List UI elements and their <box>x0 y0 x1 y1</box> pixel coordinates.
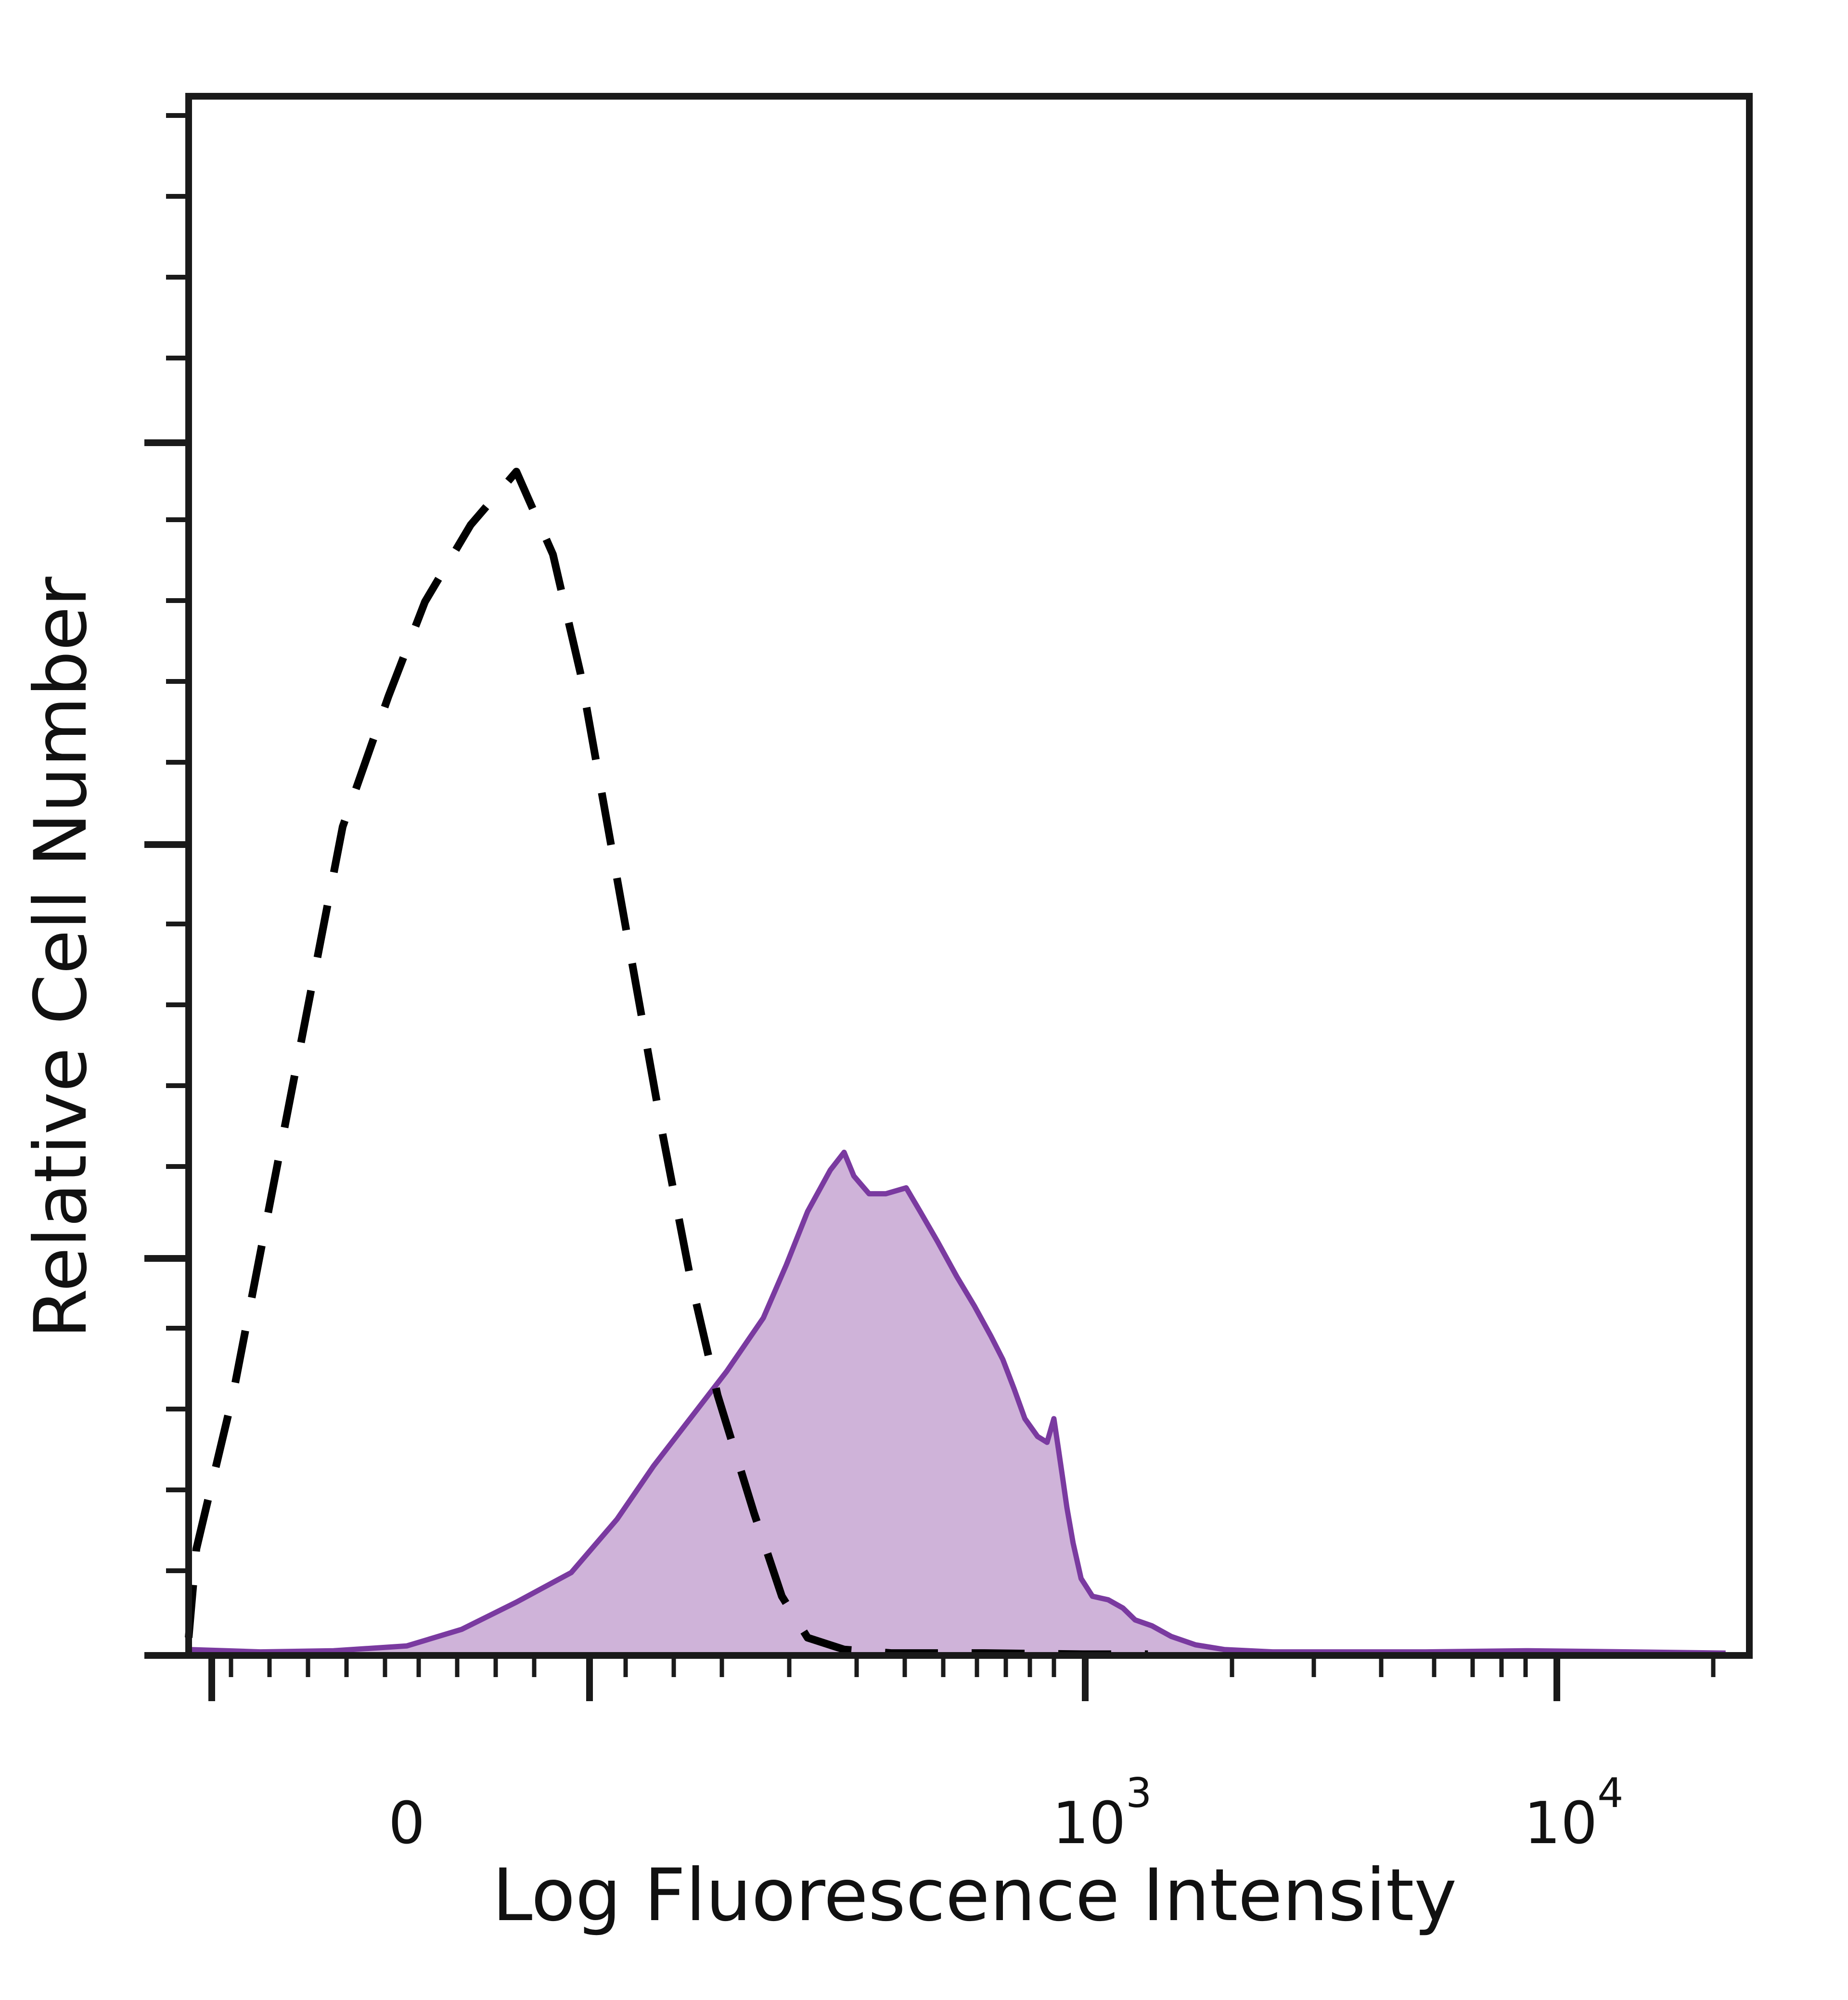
x-tick-label: 103 <box>1052 1769 1152 1857</box>
control-histogram-dashed <box>185 468 1148 1658</box>
x-tick-exponent: 4 <box>1597 1769 1623 1817</box>
x-tick-exponent: 3 <box>1126 1769 1152 1817</box>
y-axis-label: Relative Cell Number <box>19 577 103 1339</box>
x-axis-label: Log Fluorescence Intensity <box>492 1854 1457 1937</box>
x-tick-label: 104 <box>1524 1769 1624 1857</box>
x-axis-ticks <box>208 1655 1716 1701</box>
x-tick-label: 0 <box>388 1790 425 1857</box>
series-layer <box>185 468 1726 1658</box>
stained-histogram-fill <box>189 1152 1726 1655</box>
stained-histogram-line <box>186 1150 1726 1656</box>
y-axis-ticks <box>144 113 189 1659</box>
x-tick-labels: 0 103 104 <box>388 1769 1624 1857</box>
